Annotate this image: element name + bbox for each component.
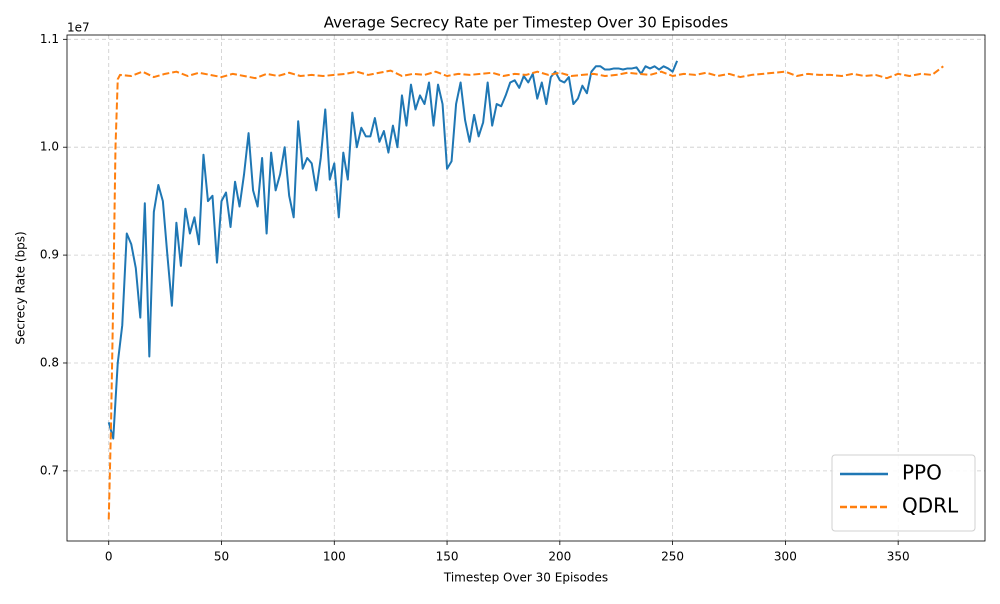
x-tick-label: 50 xyxy=(214,550,229,564)
x-tick-label: 200 xyxy=(548,550,571,564)
y-tick-label: 0.7 xyxy=(40,463,59,477)
series-line xyxy=(107,65,944,520)
y-tick-label: 1.1 xyxy=(40,32,59,46)
x-tick-label: 250 xyxy=(661,550,684,564)
x-tick-label: 100 xyxy=(323,550,346,564)
x-tick-label: 350 xyxy=(887,550,910,564)
x-tick-label: 0 xyxy=(105,550,113,564)
series-line xyxy=(107,60,679,440)
y-axis-label: Secrecy Rate (bps) xyxy=(14,231,28,344)
y-tick-label: 0.9 xyxy=(40,248,59,262)
x-tick-label: 150 xyxy=(436,550,459,564)
y-offset-label: 1e7 xyxy=(67,21,90,35)
plot-lines xyxy=(107,60,944,520)
x-tick-label: 300 xyxy=(774,550,797,564)
legend-label: QDRL xyxy=(902,494,959,518)
axes-frame xyxy=(66,34,986,542)
legend-label: PPO xyxy=(902,461,942,485)
y-tick-label: 0.8 xyxy=(40,355,59,369)
x-axis-label: Timestep Over 30 Episodes xyxy=(443,571,608,585)
chart-title: Average Secrecy Rate per Timestep Over 3… xyxy=(324,14,729,32)
y-tick-label: 1.0 xyxy=(40,140,59,154)
